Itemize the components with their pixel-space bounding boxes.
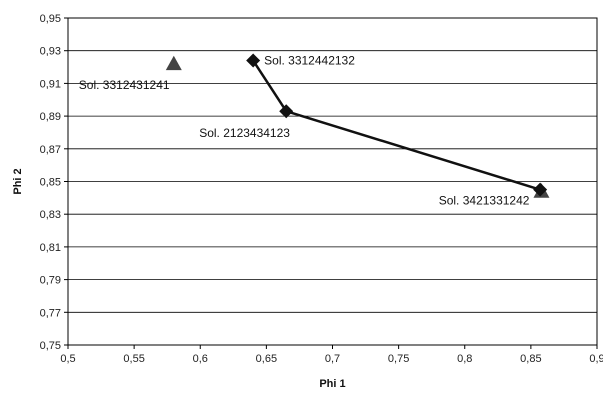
gridlines <box>68 50 597 313</box>
x-tick-label: 0,75 <box>388 353 409 365</box>
x-axis-title: Phi 1 <box>319 378 345 390</box>
y-tick-label: 0,83 <box>40 209 61 221</box>
x-tick-label: 0,5 <box>60 353 75 365</box>
y-tick-label: 0,89 <box>40 111 61 123</box>
x-axis-ticks: 0,5 0,55 0,6 0,65 0,7 0,75 0,8 0,85 0,9 <box>60 345 603 365</box>
y-tick-label: 0,87 <box>40 144 61 156</box>
y-tick-label: 0,79 <box>40 275 61 287</box>
x-tick-label: 0,8 <box>457 353 472 365</box>
series-layer: Sol. 3312442132 Sol. 2123434123 Sol. 33124… <box>79 53 550 207</box>
point-label: Sol. 2123434123 <box>199 126 290 140</box>
y-tick-label: 0,85 <box>40 177 61 189</box>
y-tick-label: 0,75 <box>40 340 61 352</box>
y-tick-label: 0,93 <box>40 46 61 58</box>
x-tick-label: 0,7 <box>325 353 340 365</box>
point-label: Sol. 3421331242 <box>439 193 530 207</box>
triangle-point <box>165 55 182 71</box>
y-axis-title: Phi 2 <box>12 168 24 194</box>
y-tick-label: 0,77 <box>40 307 61 319</box>
y-tick-label: 0,91 <box>40 78 61 90</box>
diamond-point <box>533 182 548 197</box>
diamond-point <box>279 104 294 119</box>
point-label: Sol. 3312431241 <box>79 78 170 92</box>
x-tick-label: 0,65 <box>256 353 277 365</box>
y-tick-label: 0,95 <box>40 13 61 25</box>
x-tick-label: 0,9 <box>589 353 603 365</box>
x-tick-label: 0,55 <box>123 353 144 365</box>
diamond-point <box>246 53 261 68</box>
x-tick-label: 0,85 <box>520 353 541 365</box>
point-label: Sol. 3312442132 <box>264 54 355 68</box>
y-axis-ticks: 0,75 0,77 0,79 0,81 0,83 0,85 0,87 0,89 0,91 0,93… <box>40 13 68 352</box>
y-tick-label: 0,81 <box>40 242 61 254</box>
x-tick-label: 0,6 <box>193 353 208 365</box>
